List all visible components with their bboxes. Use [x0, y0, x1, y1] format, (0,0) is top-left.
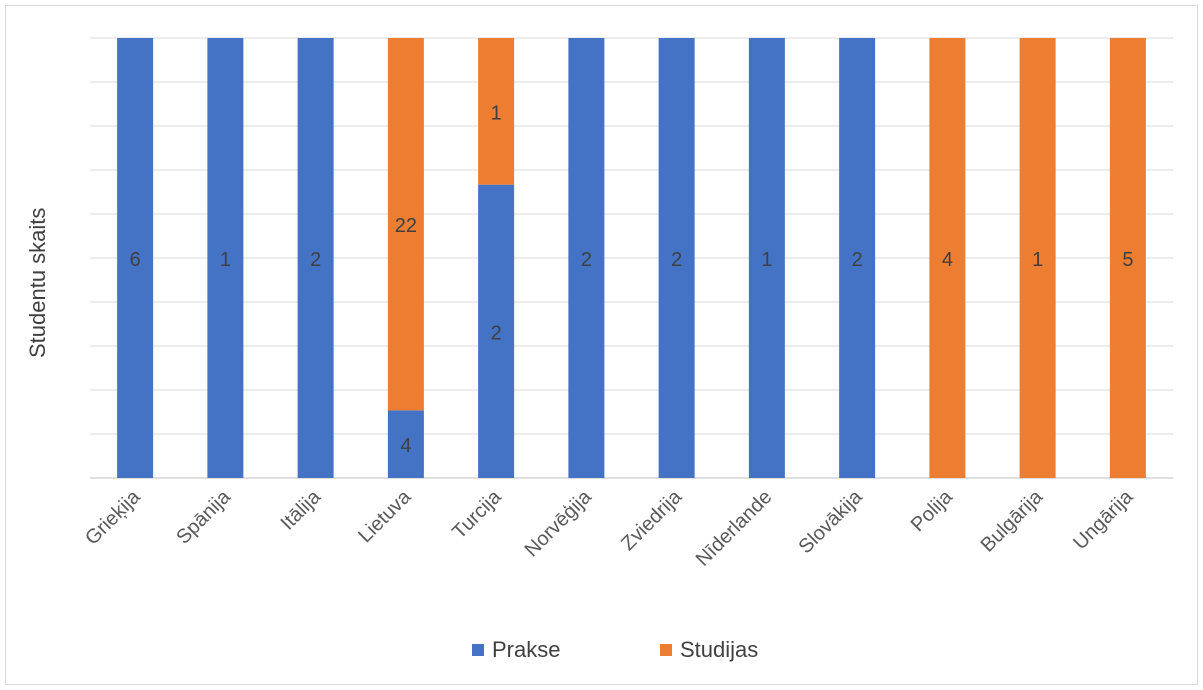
data-label-prakse-1: 1 [220, 249, 231, 271]
data-label-prakse-2: 2 [310, 249, 321, 271]
legend-label-studijas: Studijas [680, 637, 759, 662]
bar-prakse-7 [748, 38, 785, 478]
bar-studijas-9 [929, 38, 966, 478]
bar-studijas-10 [1019, 38, 1056, 478]
bar-prakse-4 [478, 184, 515, 478]
x-tick-label-6: Zviedrija [617, 485, 687, 555]
data-label-prakse-0: 6 [130, 249, 141, 271]
data-label-studijas-3: 22 [395, 215, 417, 237]
bar-studijas-3 [387, 38, 424, 411]
x-tick-label-9: Polija [907, 485, 958, 536]
x-tick-label-0: Grieķija [81, 485, 145, 549]
data-label-studijas-10: 1 [1032, 249, 1043, 271]
x-tick-label-3: Lietuva [354, 485, 416, 547]
bar-prakse-6 [658, 38, 695, 478]
legend-item-studijas: Studijas [660, 637, 758, 663]
data-label-studijas-11: 5 [1122, 249, 1133, 271]
bar-prakse-2 [297, 38, 334, 478]
data-label-studijas-4: 1 [491, 102, 502, 124]
legend-swatch-prakse [472, 644, 484, 656]
data-label-studijas-9: 4 [942, 249, 953, 271]
data-label-prakse-3: 4 [400, 435, 411, 457]
bar-prakse-8 [839, 38, 876, 478]
legend-swatch-studijas [660, 644, 672, 656]
data-label-prakse-8: 2 [852, 249, 863, 271]
bar-prakse-3 [387, 410, 424, 478]
bar-prakse-0 [117, 38, 154, 478]
x-tick-label-11: Ungārija [1069, 485, 1138, 554]
data-label-prakse-4: 2 [491, 322, 502, 344]
bar-prakse-5 [568, 38, 605, 478]
bar-prakse-1 [207, 38, 244, 478]
x-tick-label-5: Norvēģija [521, 485, 597, 561]
legend-item-prakse: Prakse [472, 637, 560, 663]
x-tick-label-7: Nīderlande [692, 486, 777, 571]
y-axis-title: Studentu skaits [25, 207, 50, 358]
x-tick-label-8: Slovākija [795, 485, 868, 558]
x-tick-label-1: Spānija [172, 485, 235, 548]
data-label-prakse-6: 2 [671, 249, 682, 271]
x-tick-label-4: Turcija [448, 485, 506, 543]
bar-studijas-11 [1109, 38, 1146, 478]
x-tick-label-2: Itālija [277, 485, 326, 534]
data-label-prakse-7: 1 [761, 249, 772, 271]
legend-label-prakse: Prakse [492, 637, 561, 662]
data-label-prakse-5: 2 [581, 249, 592, 271]
bar-studijas-4 [478, 38, 515, 185]
x-tick-label-10: Bulgārija [977, 485, 1048, 556]
